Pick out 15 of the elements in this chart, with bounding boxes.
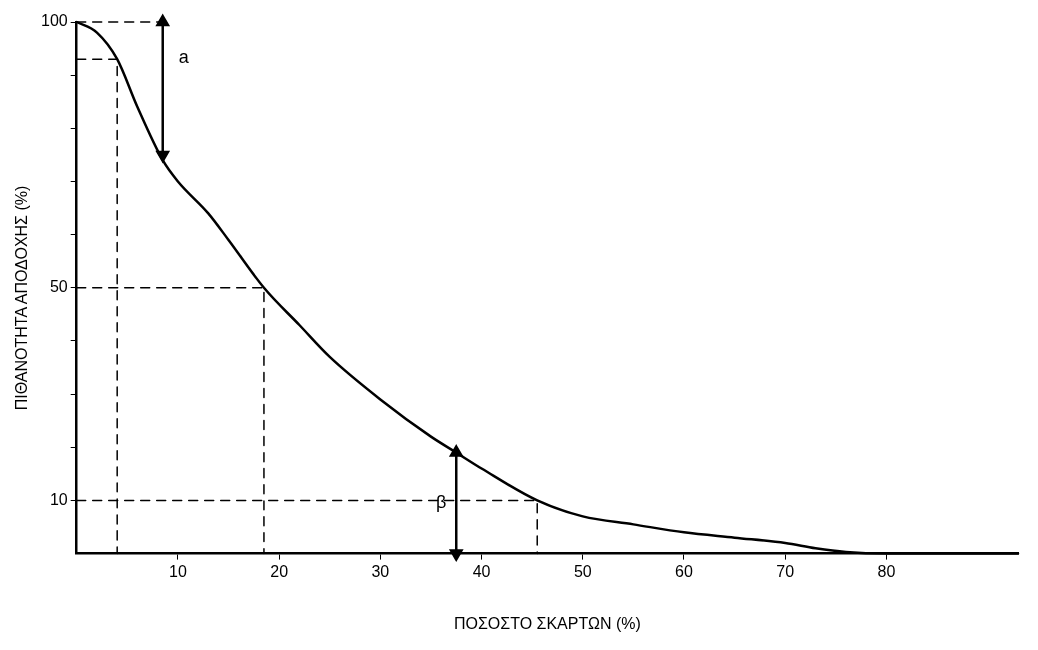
x-tick-label: 20 [270,562,289,580]
x-tick-label: 40 [472,562,491,580]
y-tick-label: 50 [49,278,68,296]
annotation: a [178,47,190,68]
y-axis-title: ΠΙΘΑΝΟΤΗΤΑ ΑΠΟΔΟΧΗΣ (%) [13,185,31,411]
x-tick-label: 60 [675,562,693,580]
x-tick-label: 30 [371,562,390,580]
annotation: β [435,492,447,513]
x-tick-label: 80 [877,562,896,580]
y-tick-label: 100 [40,12,68,30]
x-tick-label: 50 [573,562,592,580]
y-tick-label: 10 [49,490,68,508]
x-axis-title: ΠΟΣΟΣΤΟ ΣΚΑΡΤΩΝ (%) [453,614,641,632]
x-tick-label: 70 [776,562,795,580]
x-tick-label: 10 [169,562,187,580]
